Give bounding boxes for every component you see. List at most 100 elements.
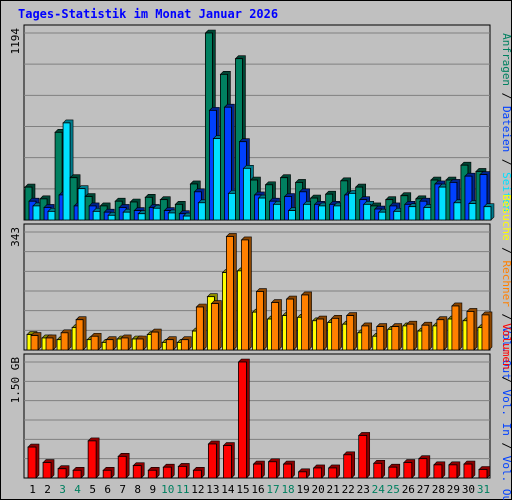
- sites-bar: [30, 335, 39, 351]
- panel-3-max-label: 1.50 GB: [9, 357, 22, 404]
- pages-bar: [423, 207, 432, 221]
- sites-bar: [210, 303, 219, 351]
- x-tick-label: 22: [342, 483, 355, 496]
- volume-bar: [223, 445, 232, 479]
- sites-bar: [150, 331, 159, 351]
- panel-3-plot-area: [23, 353, 491, 479]
- volume-bar: [433, 464, 443, 479]
- sites-bar: [286, 298, 294, 351]
- volume-bar: [388, 466, 398, 479]
- sites-bar: [361, 325, 370, 351]
- sites-bar: [195, 306, 204, 351]
- x-tick-label: 17: [266, 483, 279, 496]
- pages-bar: [62, 122, 71, 221]
- volume-bar: [207, 443, 217, 479]
- sites-bar: [180, 339, 189, 351]
- volume-bar: [403, 462, 413, 479]
- sites-bar: [451, 305, 460, 351]
- x-tick-label: 31: [477, 483, 490, 496]
- sites-bar: [60, 332, 69, 351]
- volume-bar: [177, 465, 187, 479]
- panel-1-max-label: 1194: [9, 28, 22, 55]
- pages-bar: [378, 211, 387, 221]
- pages-bar: [107, 214, 116, 221]
- legend-entry: Besuche: [500, 194, 512, 240]
- panel-2-max-label: 343: [9, 227, 22, 247]
- x-tick-label: 12: [191, 483, 204, 496]
- sites-bar: [165, 339, 174, 351]
- sites-bar: [241, 239, 249, 351]
- legend-entry: Anfragen: [500, 33, 512, 86]
- x-tick-label: 27: [417, 483, 430, 496]
- sites-bar: [301, 294, 309, 351]
- x-tick-label: 11: [176, 483, 189, 496]
- pages-bar: [333, 205, 342, 221]
- sites-bar: [75, 319, 84, 351]
- x-tick-label: 7: [119, 483, 126, 496]
- volume-bar: [358, 435, 368, 479]
- sites-bar: [271, 302, 279, 351]
- legend-separator: /: [500, 152, 512, 172]
- x-tick-label: 19: [296, 483, 309, 496]
- pages-bar: [453, 202, 462, 221]
- legend-separator: /: [500, 86, 512, 106]
- sites-bar: [346, 315, 355, 351]
- hits-bar: [69, 177, 78, 221]
- sites-bar: [120, 337, 129, 351]
- x-tick-label: 13: [206, 483, 219, 496]
- legend-entry: Seiten: [500, 172, 512, 212]
- pages-bar: [483, 206, 492, 221]
- sites-bar: [226, 236, 234, 351]
- x-tick-label: 4: [74, 483, 81, 496]
- volume-bar: [132, 465, 142, 479]
- pages-bar: [348, 192, 357, 221]
- pages-bar: [212, 138, 221, 221]
- x-tick-label: 10: [161, 483, 174, 496]
- x-tick-label: 14: [221, 483, 235, 496]
- volume-bar: [373, 462, 383, 479]
- sites-bar: [45, 337, 54, 351]
- pages-bar: [258, 197, 266, 221]
- hits-bar: [54, 131, 63, 221]
- legend-separator: /: [500, 307, 512, 327]
- volume-bar: [283, 463, 292, 479]
- volume-bar: [192, 469, 202, 479]
- pages-bar: [197, 202, 206, 221]
- x-tick-label: 20: [312, 483, 325, 496]
- pages-bar: [182, 215, 191, 221]
- volume-bar: [253, 463, 262, 479]
- sites-bar: [481, 314, 490, 351]
- sites-bar: [105, 339, 114, 351]
- volume-bar: [313, 467, 323, 479]
- volume-bar: [57, 468, 67, 479]
- pages-bar: [152, 207, 161, 221]
- files-bar: [464, 175, 473, 221]
- volume-bar: [147, 469, 157, 479]
- x-tick-label: 18: [281, 483, 294, 496]
- x-tick-label: 8: [134, 483, 141, 496]
- volume-bar: [162, 466, 172, 479]
- sites-bar: [376, 326, 385, 351]
- legend-entry: Dateien: [500, 106, 512, 152]
- pages-bar: [47, 210, 56, 221]
- sites-bar: [331, 317, 340, 351]
- panel-3-legend: Volumen / Vol. In / Vol. Out: [500, 323, 512, 500]
- pages-bar: [273, 203, 281, 221]
- sites-bar: [256, 291, 264, 351]
- pages-bar: [228, 192, 236, 221]
- volume-bar: [328, 467, 338, 479]
- volume-bar: [418, 458, 428, 479]
- legend-separator: /: [500, 241, 512, 261]
- x-tick-label: 6: [104, 483, 111, 496]
- pages-bar: [408, 206, 417, 221]
- volume-bar: [343, 454, 353, 479]
- volume-bar: [268, 461, 277, 479]
- sites-bar: [406, 323, 415, 351]
- x-tick-label: 26: [402, 483, 415, 496]
- volume-bar: [238, 361, 247, 479]
- chart-title: Tages-Statistik im Monat Januar 2026: [18, 7, 279, 21]
- x-tick-label: 29: [447, 483, 460, 496]
- files-bar: [479, 174, 488, 221]
- sites-bar: [90, 335, 99, 351]
